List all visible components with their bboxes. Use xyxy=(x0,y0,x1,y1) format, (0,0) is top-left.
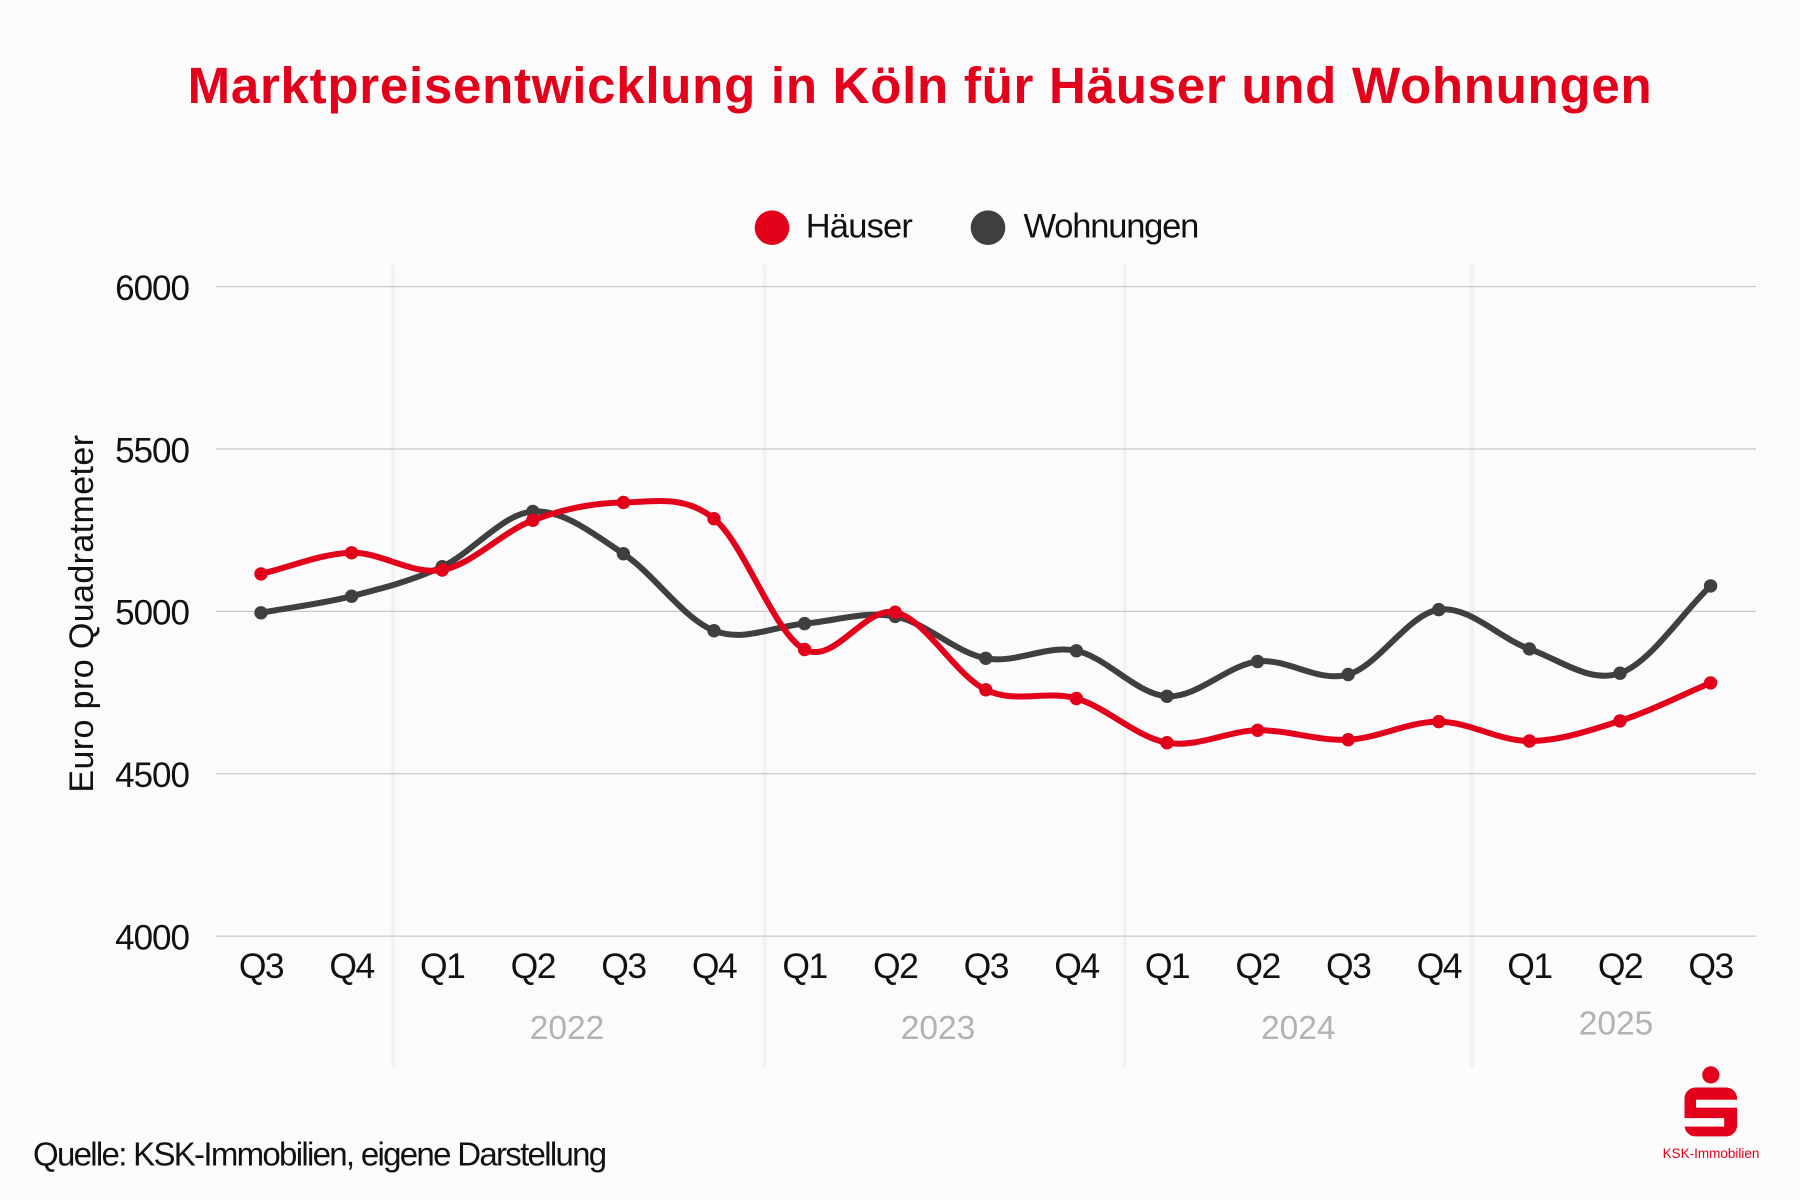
svg-text:2022: 2022 xyxy=(530,1010,605,1047)
svg-text:Q3: Q3 xyxy=(1326,946,1371,986)
svg-text:Q2: Q2 xyxy=(511,946,555,986)
svg-text:5000: 5000 xyxy=(115,594,189,633)
svg-text:Quelle: KSK-Immobilien, eigene: Quelle: KSK-Immobilien, eigene Darstellu… xyxy=(33,1136,606,1173)
svg-text:Q4: Q4 xyxy=(692,946,737,986)
svg-text:4500: 4500 xyxy=(115,756,189,795)
svg-text:5500: 5500 xyxy=(115,431,189,470)
svg-text:Q1: Q1 xyxy=(782,946,827,986)
svg-text:6000: 6000 xyxy=(115,269,189,308)
svg-text:Häuser: Häuser xyxy=(806,208,913,246)
svg-text:Marktpreisentwicklung in Köln: Marktpreisentwicklung in Köln für Häuser… xyxy=(188,57,1653,114)
svg-text:2023: 2023 xyxy=(901,1010,976,1047)
svg-text:Q1: Q1 xyxy=(1507,946,1552,986)
svg-text:Euro pro Quadratmeter: Euro pro Quadratmeter xyxy=(63,435,101,793)
svg-text:2024: 2024 xyxy=(1261,1010,1336,1047)
svg-text:Q1: Q1 xyxy=(1145,946,1190,986)
svg-text:2025: 2025 xyxy=(1579,1006,1654,1043)
svg-text:Q3: Q3 xyxy=(964,946,1009,986)
svg-text:Q4: Q4 xyxy=(329,946,374,986)
svg-text:Wohnungen: Wohnungen xyxy=(1024,208,1199,246)
svg-text:Q3: Q3 xyxy=(1688,946,1733,986)
svg-text:Q1: Q1 xyxy=(420,946,465,986)
svg-text:Q2: Q2 xyxy=(873,946,917,986)
svg-text:Q3: Q3 xyxy=(239,946,284,986)
svg-text:Q4: Q4 xyxy=(1417,946,1462,986)
svg-text:Q2: Q2 xyxy=(1235,946,1279,986)
svg-text:Q3: Q3 xyxy=(601,946,646,986)
svg-text:Q4: Q4 xyxy=(1054,946,1099,986)
svg-text:Q2: Q2 xyxy=(1598,946,1642,986)
svg-text:4000: 4000 xyxy=(115,918,189,957)
svg-text:KSK-Immobilien: KSK-Immobilien xyxy=(1663,1146,1760,1161)
